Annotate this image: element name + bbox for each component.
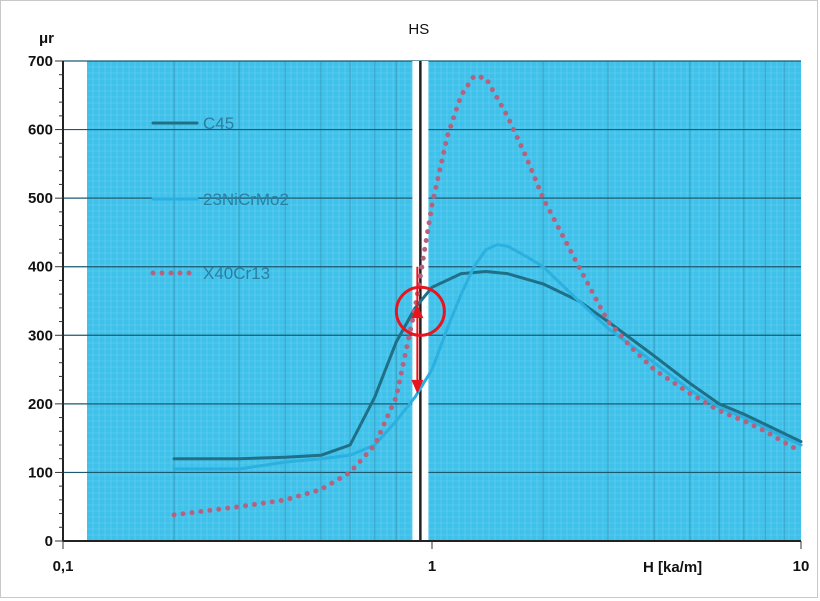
y-tick-label: 500 [28,190,53,207]
y-tick-label: 400 [28,259,53,276]
x-tick-label: 1 [428,558,436,575]
highlight-circle [394,285,446,337]
y-tick-label: 100 [28,464,53,481]
y-tick-label: 700 [28,53,53,70]
y-tick-label: 600 [28,122,53,139]
x-tick-label: 10 [793,558,810,575]
x-tick-label: 0,1 [53,558,74,575]
legend-label-X40Cr13: X40Cr13 [203,264,270,283]
y-tick-label: 200 [28,396,53,413]
legend-label-23NiCrMo2: 23NiCrMo2 [203,190,289,209]
plot-layer [63,60,804,541]
legend-layer: C45 23NiCrMo2 X40Cr13 [150,114,289,283]
y-axis-title: μr [39,30,54,47]
y-tick-label: 0 [45,533,53,550]
highlight-arrowhead [411,379,424,394]
highlight-arrowhead-up [411,304,424,319]
series-line-C45 [172,270,803,461]
hs-marker-label: HS [408,21,429,38]
x-axis-title: H [ka/m] [643,559,702,576]
series-line-23NiCrMo2 [172,243,803,471]
axis-layer: 0 100 200 300 400 500 600 700 0,1 1 10 μr H [ka/m] HS [28,21,809,576]
series-line-X40Cr13 [171,73,804,518]
legend-label-C45: C45 [203,114,234,133]
y-tick-label: 300 [28,327,53,344]
